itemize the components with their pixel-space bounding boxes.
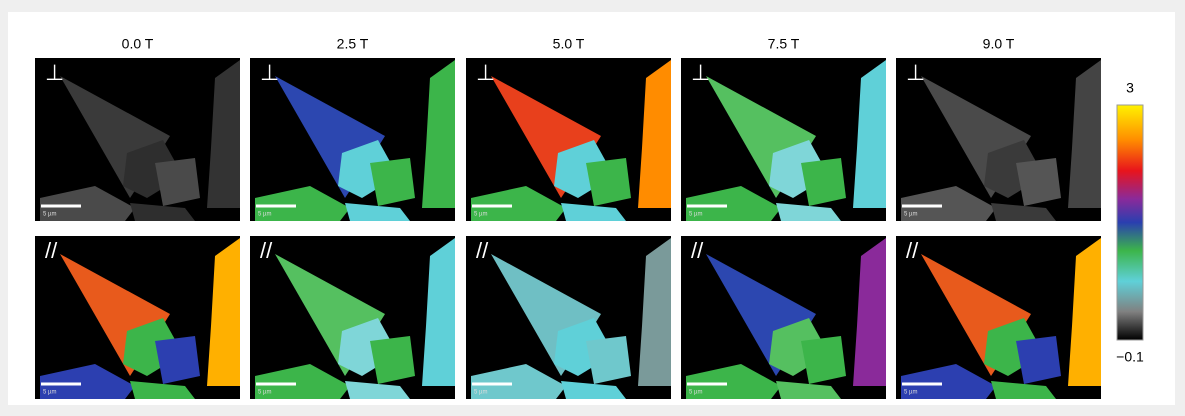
scale-bar-label: 5 µm	[904, 390, 917, 396]
row-symbol: //	[906, 238, 919, 263]
grain	[155, 336, 200, 384]
grain	[801, 336, 846, 384]
row-symbol: ⊥	[691, 60, 710, 85]
grain	[586, 336, 631, 384]
image-panel: 5 µm	[681, 58, 886, 221]
scale-bar-label: 5 µm	[258, 390, 271, 396]
scale-bar-label: 5 µm	[904, 212, 917, 218]
grain	[370, 158, 415, 206]
image-panel: 5 µm	[466, 236, 671, 399]
image-panel: 5 µm	[681, 236, 886, 399]
scale-bar-label: 5 µm	[689, 212, 702, 218]
grain	[1016, 158, 1061, 206]
column-label: 0.0 T	[122, 36, 154, 52]
scale-bar-label: 5 µm	[43, 212, 56, 218]
row-symbol: //	[260, 238, 273, 263]
image-panel: 5 µm	[250, 236, 455, 399]
colorbar-label: 3	[1126, 80, 1134, 96]
scale-bar-label: 5 µm	[474, 212, 487, 218]
row-symbol: ⊥	[476, 60, 495, 85]
scale-bar-label: 5 µm	[689, 390, 702, 396]
grain	[586, 158, 631, 206]
image-panel: 5 µm	[896, 58, 1101, 221]
row-symbol: ⊥	[260, 60, 279, 85]
grain	[155, 158, 200, 206]
colorbar	[1117, 105, 1143, 340]
colorbar-label: −0.1	[1116, 349, 1144, 365]
image-panel: 5 µm	[896, 236, 1101, 399]
image-panel: 5 µm	[35, 58, 240, 221]
row-symbol: //	[476, 238, 489, 263]
grain	[801, 158, 846, 206]
row-symbol: //	[45, 238, 58, 263]
row-symbol: ⊥	[906, 60, 925, 85]
column-label: 9.0 T	[983, 36, 1015, 52]
grain	[370, 336, 415, 384]
column-label: 2.5 T	[337, 36, 369, 52]
image-panel: 5 µm	[466, 58, 671, 221]
column-label: 5.0 T	[553, 36, 585, 52]
grain	[1016, 336, 1061, 384]
figure: 0.0 T 5 µm ⊥ 5 µm // 2.5 T 5 µm ⊥ 5 µm // 5.0 T 5 µ…	[0, 0, 1185, 416]
column-label: 7.5 T	[768, 36, 800, 52]
row-symbol: ⊥	[45, 60, 64, 85]
page: 0.0 T 5 µm ⊥ 5 µm // 2.5 T 5 µm ⊥ 5 µm // 5.0 T 5 µ…	[0, 0, 1185, 416]
row-symbol: //	[691, 238, 704, 263]
image-panel: 5 µm	[250, 58, 455, 221]
scale-bar-label: 5 µm	[258, 212, 271, 218]
image-panel: 5 µm	[35, 236, 240, 399]
scale-bar-label: 5 µm	[474, 390, 487, 396]
scale-bar-label: 5 µm	[43, 390, 56, 396]
